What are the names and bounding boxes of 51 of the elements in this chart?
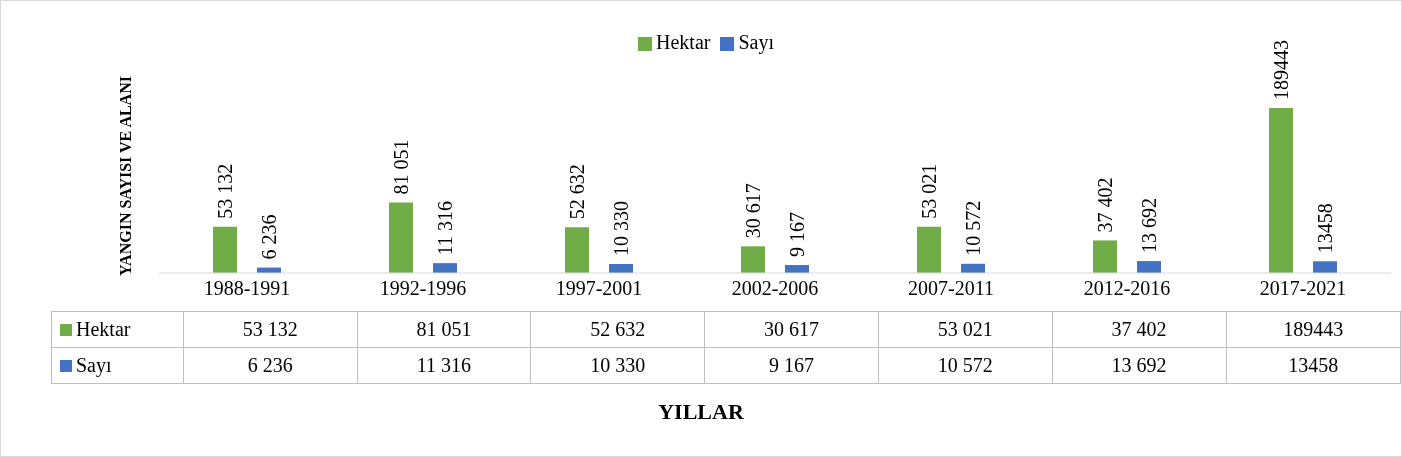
data-label: 30 617	[704, 311, 879, 348]
x-tick-label: 2002-2006	[731, 277, 819, 300]
text: 6 236	[258, 214, 280, 260]
data-label: 53 132	[183, 311, 358, 348]
text: Hektar	[76, 318, 131, 340]
data-label: 10 330	[530, 347, 705, 384]
bar	[389, 202, 413, 273]
data-label: 53 021	[878, 311, 1053, 348]
data-label: 37 402	[1052, 311, 1226, 348]
data-label: 11 316	[357, 347, 531, 384]
bar	[1269, 108, 1293, 273]
x-tick-label: 2012-2016	[1083, 277, 1171, 300]
text: 10 572	[962, 200, 984, 256]
bar	[565, 227, 589, 273]
data-label: 189443	[1226, 311, 1401, 348]
x-tick-label: 2007-2011	[908, 277, 994, 300]
y-axis-title: YANGIN SAYISI VE ALANI	[117, 76, 135, 276]
data-label: 13 692	[1052, 347, 1226, 384]
text: 13 692	[1138, 198, 1160, 254]
x-axis-title: YILLAR	[657, 399, 745, 425]
legend-label: Hektar	[656, 31, 711, 53]
text: 81 051	[390, 139, 412, 195]
bar	[917, 226, 941, 273]
text: 52 632	[566, 164, 588, 220]
legend-label: Sayı	[738, 31, 774, 53]
data-label: 52 632	[530, 311, 705, 348]
text: Sayı	[76, 354, 112, 376]
text: 30 617	[742, 183, 764, 239]
bar	[1093, 240, 1117, 273]
text: 53 021	[918, 163, 940, 219]
x-tick-label: 1988-1991	[203, 277, 291, 300]
bar	[213, 226, 237, 273]
x-tick-label: 1997-2001	[555, 277, 643, 300]
data-label: 81 051	[357, 311, 531, 348]
text: 9 167	[786, 212, 808, 258]
bar	[1137, 261, 1161, 273]
data-label: 13458	[1226, 347, 1401, 384]
data-label: 6 236	[183, 347, 358, 384]
x-tick-label: 1992-1996	[379, 277, 467, 300]
text: 13458	[1314, 203, 1336, 254]
text: 189443	[1270, 40, 1292, 100]
data-label: 10 572	[878, 347, 1053, 384]
text: 10 330	[610, 201, 632, 256]
x-tick-label: 2017-2021	[1259, 277, 1347, 300]
text: 53 132	[214, 163, 236, 219]
text: 11 316	[434, 200, 456, 256]
data-label: 9 167	[704, 347, 879, 384]
bar	[1313, 261, 1337, 273]
text: 37 402	[1094, 177, 1116, 233]
bar	[433, 263, 457, 273]
bar	[741, 246, 765, 273]
